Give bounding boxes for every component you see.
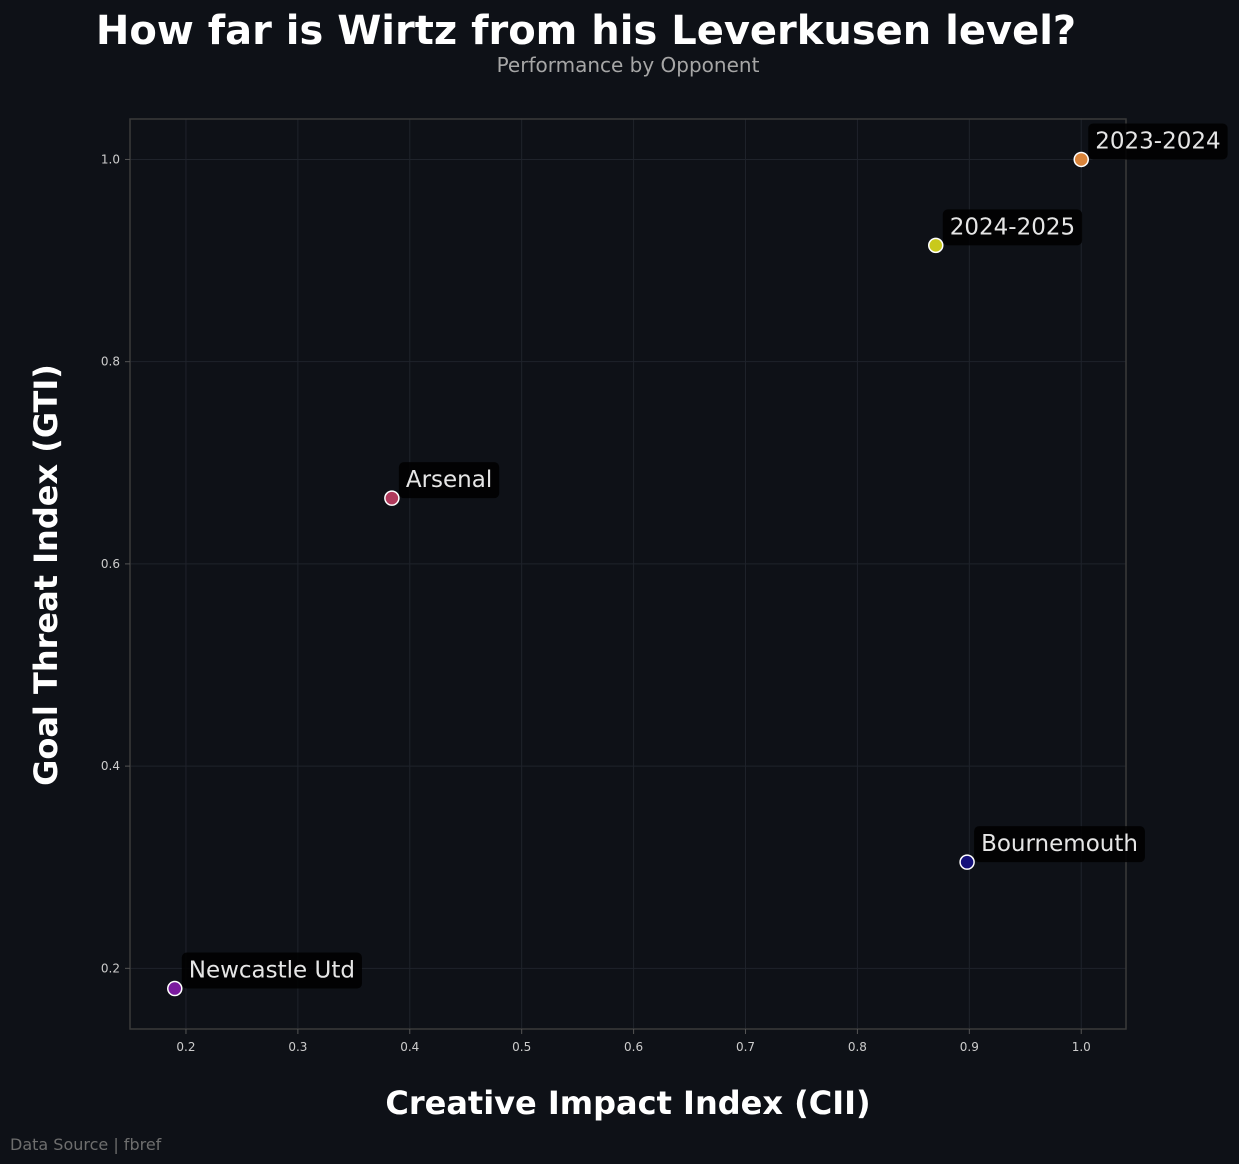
x-tick-label: 0.7	[736, 1040, 755, 1054]
y-tick-label: 1.0	[101, 152, 120, 166]
data-point-2023-2024	[1073, 151, 1089, 168]
y-tick-label: 0.2	[101, 961, 120, 975]
y-axis-label: Goal Threat Index (GTI)	[27, 364, 65, 786]
point-label-bournemouth: Bournemouth	[974, 826, 1145, 863]
x-tick-label: 1.0	[1072, 1040, 1091, 1054]
data-point-newcastle-utd	[167, 980, 183, 997]
x-axis-ticks: 0.2 0.3 0.4 0.5 0.6 0.7 0.8 0.9 1.0	[176, 1029, 1091, 1054]
data-points	[167, 151, 1089, 997]
label-box	[974, 826, 1145, 863]
label-text: Bournemouth	[981, 831, 1138, 857]
x-tick-label: 0.3	[288, 1040, 307, 1054]
plot-frame	[129, 118, 1127, 1030]
point-labels: 2023-2024 2024-2025 Arsenal Bournemouth Newc…	[181, 123, 1228, 989]
x-axis-label: Creative Impact Index (CII)	[385, 1084, 870, 1122]
chart-subtitle: Performance by Opponent	[497, 53, 760, 77]
grid-lines	[130, 119, 1126, 1029]
data-point-arsenal	[384, 490, 400, 506]
label-text: Arsenal	[406, 467, 492, 493]
x-tick-label: 0.2	[176, 1040, 195, 1054]
data-point-bournemouth	[959, 854, 975, 870]
data-source-note: Data Source | fbref	[10, 1135, 162, 1154]
y-tick-label: 0.8	[101, 355, 120, 369]
data-point-2024-2025	[928, 237, 944, 254]
y-tick-label: 0.4	[101, 759, 120, 773]
x-tick-label: 0.9	[960, 1040, 979, 1054]
label-box	[181, 952, 362, 989]
x-tick-label: 0.4	[400, 1040, 419, 1054]
x-tick-label: 0.5	[512, 1040, 531, 1054]
label-text: 2023-2024	[1095, 128, 1220, 154]
y-tick-label: 0.6	[101, 557, 120, 571]
y-axis-ticks: 0.2 0.4 0.6 0.8 1.0	[101, 152, 130, 975]
label-box	[942, 209, 1083, 246]
label-text: Newcastle Utd	[189, 958, 355, 984]
point-label-2023-2024: 2023-2024	[1088, 123, 1228, 160]
point-label-2024-2025: 2024-2025	[942, 209, 1083, 246]
chart-title: How far is Wirtz from his Leverkusen lev…	[96, 8, 1076, 54]
point-label-newcastle-utd: Newcastle Utd	[181, 952, 362, 989]
label-text: 2024-2025	[950, 214, 1075, 240]
label-box	[1088, 123, 1228, 160]
x-tick-label: 0.8	[848, 1040, 867, 1054]
x-tick-label: 0.6	[624, 1040, 643, 1054]
label-box	[398, 462, 500, 499]
point-label-arsenal: Arsenal	[398, 462, 500, 499]
